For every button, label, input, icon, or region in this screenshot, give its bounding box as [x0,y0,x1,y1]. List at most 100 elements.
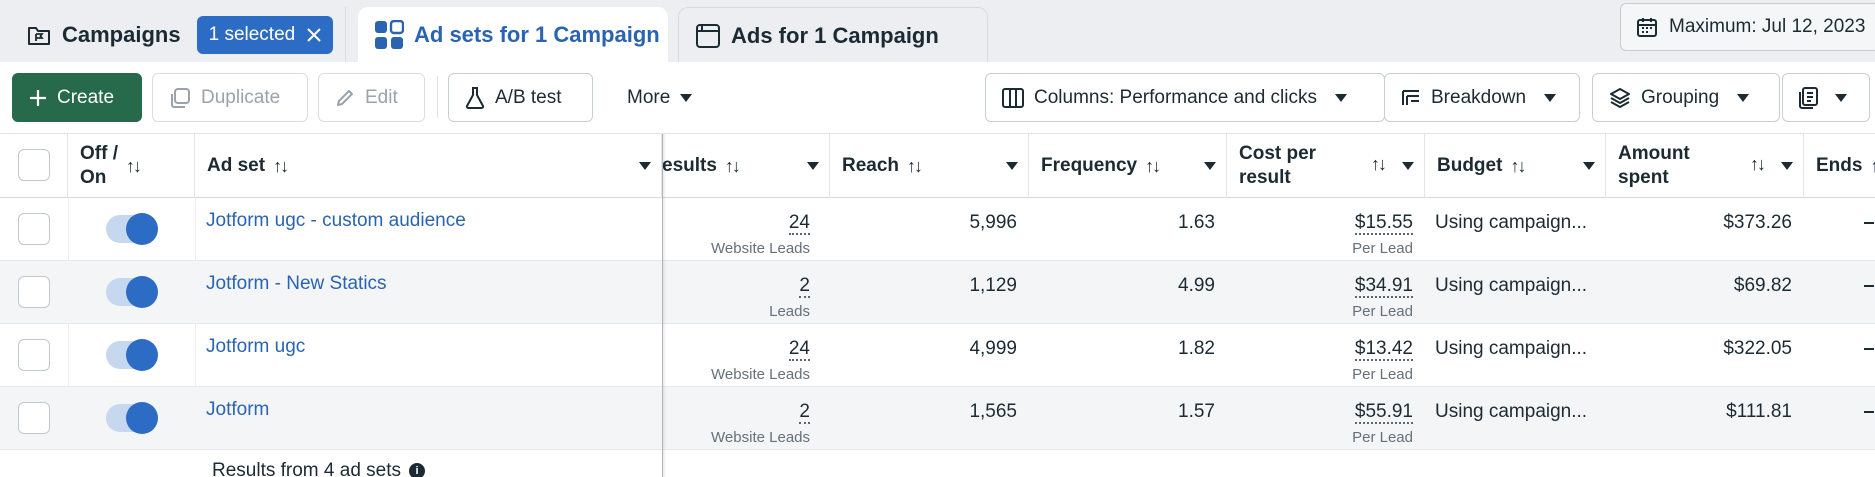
reports-button[interactable] [1782,73,1870,122]
sort-icon[interactable]: ↑↓ [126,155,142,176]
ends-value [1864,221,1874,224]
reach-value: 1,129 [969,275,1017,296]
breakdown-button[interactable]: Breakdown [1384,73,1580,122]
sort-icon[interactable]: ↑↓ [1371,154,1387,174]
amount-spent-value: $373.26 [1723,212,1792,233]
results-cell: 24 Website Leads [662,324,822,387]
grouping-button[interactable]: Grouping [1592,73,1780,122]
on-off-toggle[interactable] [106,276,158,308]
sort-icon[interactable]: ↑↓ [1750,154,1766,174]
grouping-button-label: Grouping [1641,86,1720,108]
table-row[interactable]: Jotform ugc 24 Website Leads 4,999 1.82 … [0,324,1875,387]
results-cell: 2 Website Leads [662,387,822,450]
select-all-header [0,134,68,198]
ad-set-header-label: Ad set [207,155,266,176]
column-header-ends[interactable]: Ends ↑ [1804,134,1875,198]
amount-line-1: Amount [1618,143,1690,164]
more-button[interactable]: More [610,73,730,122]
toggle-knob [126,276,158,308]
cost-value[interactable]: $55.91 [1354,401,1413,424]
sort-icon[interactable]: ↑↓ [724,155,741,176]
select-all-checkbox[interactable] [18,149,50,181]
column-header-reach[interactable]: Reach ↑↓ [830,134,1029,198]
ad-set-name-link[interactable]: Jotform - New Statics [206,273,387,294]
sort-icon[interactable]: ↑↓ [1510,155,1526,176]
calendar-icon [1637,18,1657,37]
tab-ads[interactable]: Ads for 1 Campaign [678,7,988,63]
chevron-down-icon[interactable] [1402,162,1414,170]
budget-value: Using campaign... [1435,212,1588,233]
ab-test-button-label: A/B test [495,86,562,108]
on-off-toggle[interactable] [106,339,158,371]
on-off-toggle[interactable] [106,402,158,434]
results-value[interactable]: 24 [788,212,810,235]
date-range-button[interactable]: Maximum: Jul 12, 2023 [1620,3,1875,51]
off-on-line-2: On [80,167,107,188]
toggle-knob [126,213,158,245]
table-header: Off / On ↑↓ Ad set ↑↓ esults ↑↓ Reach ↑↓… [0,134,1875,198]
column-header-off-on[interactable]: Off / On ↑↓ [68,134,195,198]
row-checkbox[interactable] [18,276,50,308]
budget-cell: Using campaign... [1425,198,1606,261]
budget-value: Using campaign... [1435,338,1588,359]
edit-button[interactable]: Edit [318,73,425,122]
table-row[interactable]: Jotform ugc - custom audience 24 Website… [0,198,1875,261]
close-icon[interactable] [307,28,321,42]
chevron-down-icon[interactable] [1583,162,1595,170]
budget-value: Using campaign... [1435,401,1588,422]
cost-value[interactable]: $34.91 [1354,275,1413,298]
column-header-frequency[interactable]: Frequency ↑↓ [1029,134,1227,198]
sort-icon[interactable]: ↑↓ [1145,155,1161,176]
tab-ad-sets-label: Ad sets for 1 Campaign [414,22,660,47]
info-icon[interactable]: i [409,463,426,477]
pencil-icon [337,89,353,106]
amount-spent-value: $69.82 [1733,275,1792,296]
cost-value[interactable]: $15.55 [1354,212,1413,235]
frozen-column-shadow [662,134,666,477]
column-header-cost-per-result[interactable]: Cost per result ↑↓ [1227,134,1425,198]
budget-cell: Using campaign... [1425,387,1606,450]
column-header-ad-set[interactable]: Ad set ↑↓ [195,134,662,198]
selected-chip[interactable]: 1 selected [196,16,334,54]
ab-test-button[interactable]: A/B test [448,73,593,122]
ad-set-name-link[interactable]: Jotform ugc [206,336,306,357]
tab-campaigns[interactable]: Campaigns 1 selected [0,7,346,63]
cost-type: Per Lead [1352,429,1413,446]
reach-header-label: Reach [842,155,900,176]
columns-button[interactable]: Columns: Performance and clicks [985,73,1385,122]
frozen-column-divider[interactable] [662,134,663,477]
row-checkbox[interactable] [18,402,50,434]
results-value[interactable]: 2 [799,275,810,298]
column-header-amount-spent[interactable]: Amount spent ↑↓ [1606,134,1804,198]
sort-icon[interactable]: ↑↓ [907,155,923,176]
ad-set-name-link[interactable]: Jotform [206,399,270,420]
column-header-budget[interactable]: Budget ↑↓ [1425,134,1606,198]
chevron-down-icon[interactable] [1006,162,1018,170]
create-button-label: Create [57,86,115,108]
row-checkbox[interactable] [18,339,50,371]
table-row[interactable]: Jotform 2 Website Leads 1,565 1.57 $55.9… [0,387,1875,450]
reports-icon [1799,86,1818,109]
table-row[interactable]: Jotform - New Statics 2 Leads 1,129 4.99… [0,261,1875,324]
sort-icon[interactable]: ↑↓ [273,155,289,176]
sort-icon[interactable]: ↑ [1870,155,1875,176]
date-range-label: Maximum: Jul 12, 2023 [1669,16,1866,37]
row-checkbox[interactable] [18,213,50,245]
tab-ad-sets[interactable]: Ad sets for 1 Campaign [358,7,668,63]
duplicate-button[interactable]: Duplicate [152,73,308,122]
results-value[interactable]: 2 [799,401,810,424]
chevron-down-icon[interactable] [1204,162,1216,170]
create-button[interactable]: Create [12,73,142,122]
results-summary: Results from 4 ad sets i [212,460,426,477]
cost-value[interactable]: $13.42 [1354,338,1413,361]
cost-per-result-cell: $15.55 Per Lead [1227,198,1425,261]
chevron-down-icon[interactable] [1781,162,1793,170]
column-header-results[interactable]: esults ↑↓ [662,134,830,198]
columns-icon [1002,87,1024,108]
chevron-down-icon[interactable] [639,162,651,170]
chevron-down-icon[interactable] [807,162,819,170]
on-off-toggle[interactable] [106,213,158,245]
frequency-cell: 1.63 [1029,198,1227,261]
ad-set-name-link[interactable]: Jotform ugc - custom audience [206,210,466,231]
results-value[interactable]: 24 [788,338,810,361]
